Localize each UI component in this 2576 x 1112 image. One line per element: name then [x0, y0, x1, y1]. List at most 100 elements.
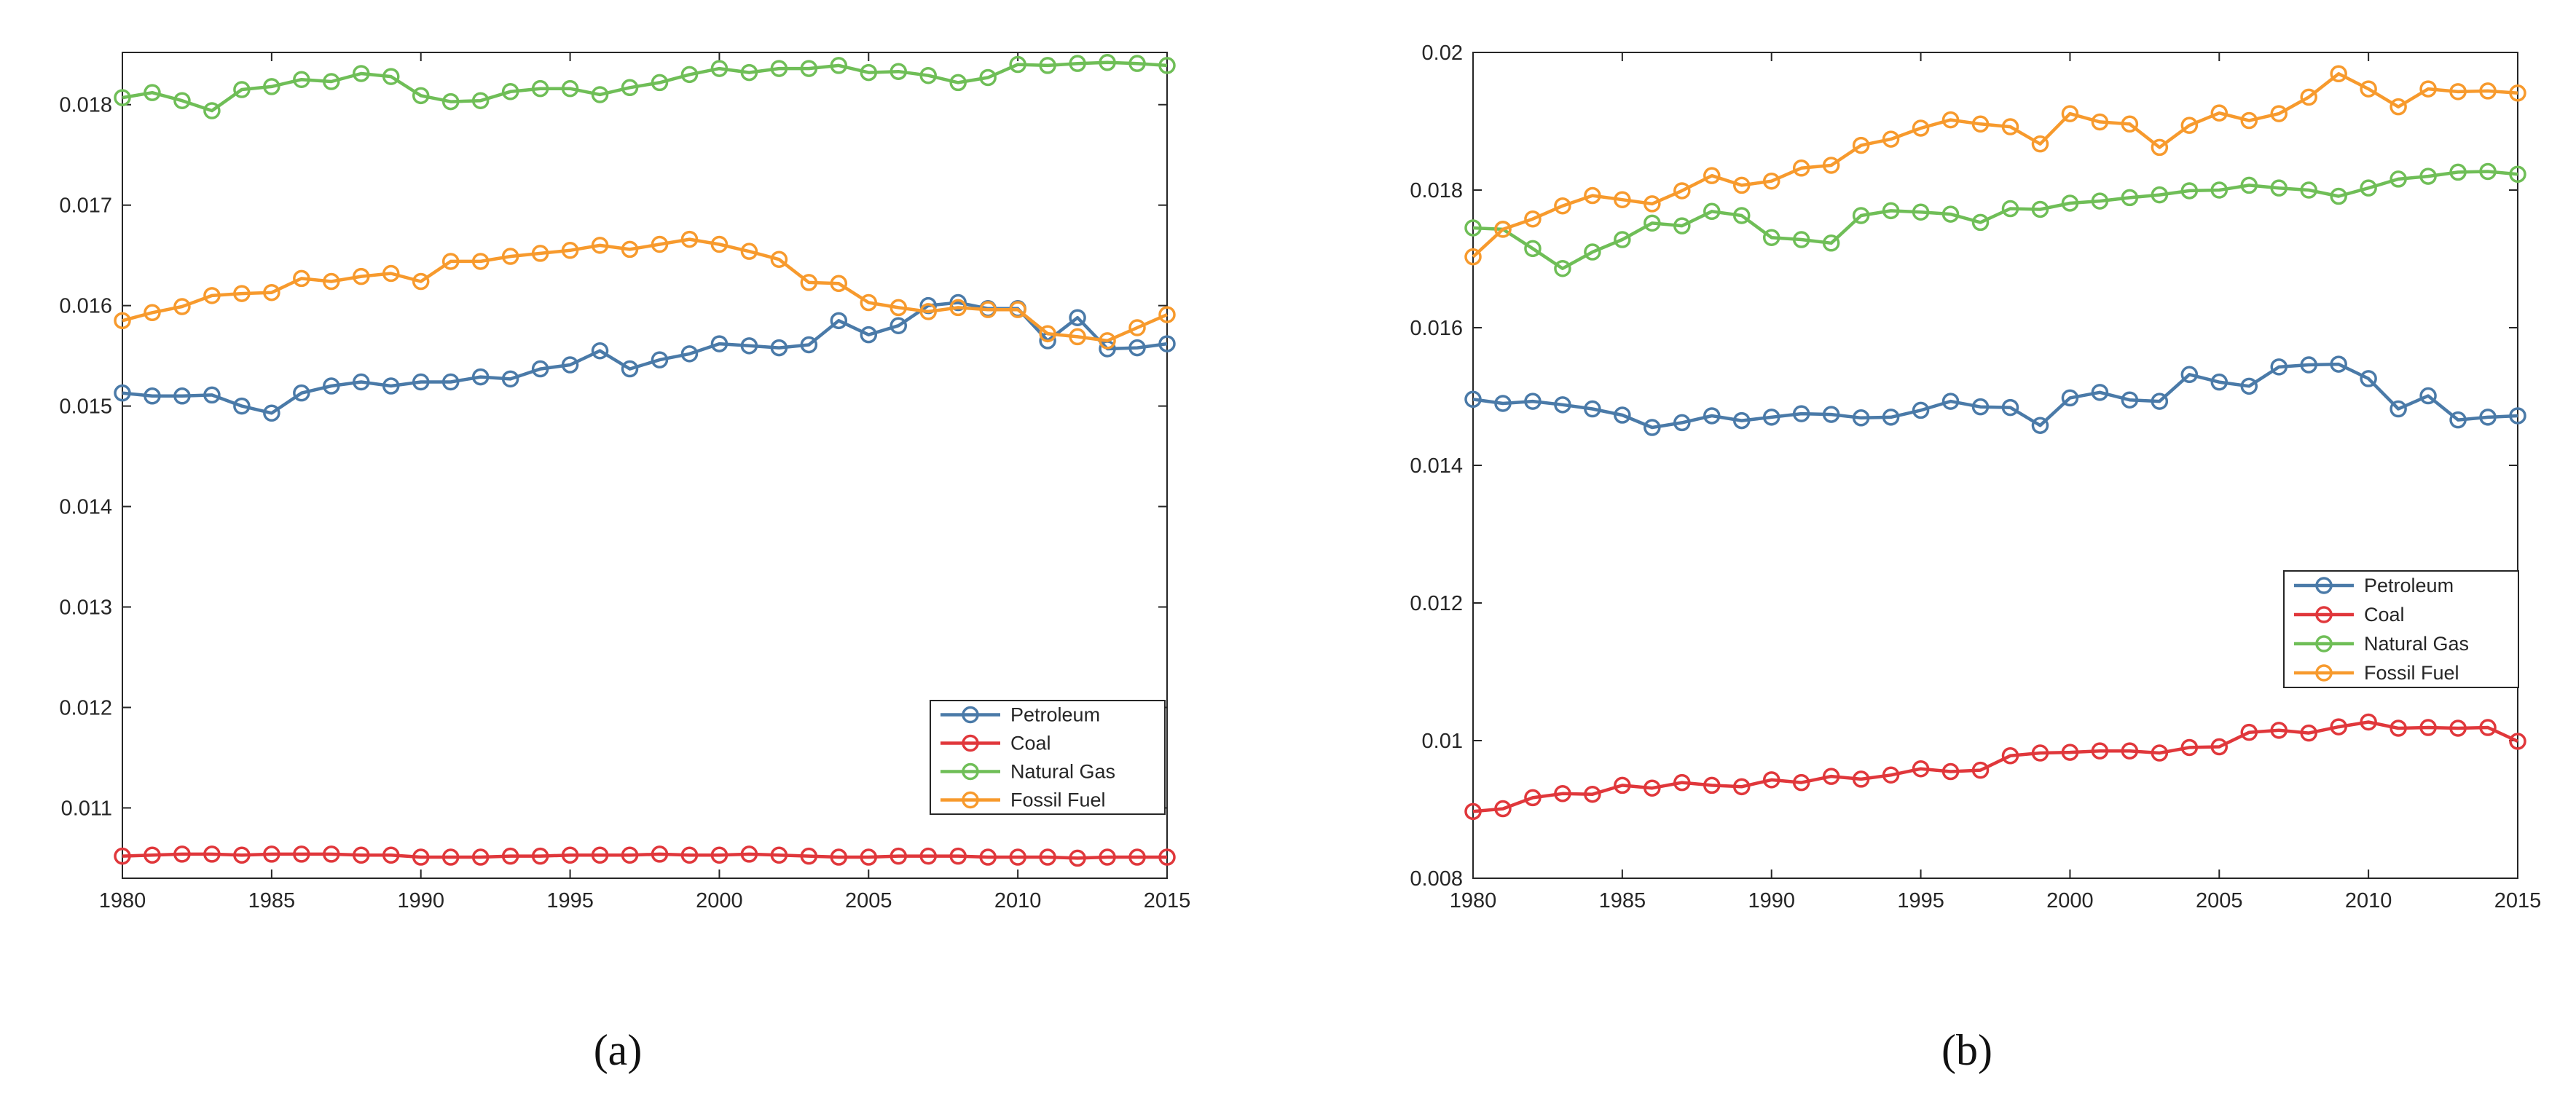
- chart-a-x-tick-label: 1980: [99, 889, 146, 912]
- chart-a-coal-point: [1069, 849, 1086, 867]
- chart-b-coal-point: [2390, 719, 2407, 737]
- chart-b-legend-label: Fossil Fuel: [2364, 662, 2459, 684]
- chart-a-coal-point: [1039, 848, 1056, 866]
- chart-a-natural-gas-point: [949, 74, 967, 92]
- chart-a-natural-gas-point: [144, 84, 161, 101]
- chart-b-natural-gas-point: [1732, 207, 1751, 224]
- chart-b-fossil-fuel-point: [2151, 138, 2169, 157]
- chart-b-x-tick-label: 1985: [1599, 889, 1646, 912]
- chart-b-coal-point: [1614, 776, 1631, 794]
- chart-b-petroleum-point: [1644, 419, 1661, 436]
- chart-a-coal-point: [114, 847, 131, 865]
- chart-b-coal-point: [2180, 738, 2199, 757]
- chart-b-coal-point: [1732, 778, 1751, 796]
- chart-a-coal-point: [531, 847, 549, 865]
- chart-a-x-tick-label: 2015: [1144, 889, 1191, 912]
- chart-a-coal-point: [591, 846, 609, 864]
- chart-b-fossil-fuel-point: [1762, 172, 1780, 190]
- chart-a-fossil-fuel-point: [800, 274, 818, 291]
- chart-b-coal-point: [2300, 724, 2317, 742]
- chart-a-fossil-fuel-point: [412, 272, 430, 291]
- chart-a-y-tick-label: 0.018: [59, 94, 112, 117]
- chart-b-coal-point: [2360, 713, 2377, 731]
- chart-b-coal-point: [1852, 770, 1870, 788]
- chart-b-coal-point: [2270, 722, 2288, 739]
- chart-b-petroleum-point: [2240, 377, 2258, 395]
- chart-b-legend-label: Natural Gas: [2364, 633, 2469, 655]
- chart-b-fossil-fuel-point: [1614, 191, 1631, 208]
- chart-a-panel-label: (a): [594, 1026, 643, 1074]
- chart-b-petroleum-point: [1703, 407, 1721, 425]
- chart-b-petroleum-point: [2210, 373, 2229, 391]
- chart-a-natural-gas-point: [710, 60, 729, 77]
- chart-b-coal-point: [2330, 718, 2347, 736]
- chart-a-natural-gas-point: [203, 102, 221, 119]
- chart-b-fossil-fuel-point: [1584, 186, 1601, 205]
- chart-a-coal-point: [890, 847, 908, 865]
- chart-b-panel-label: (b): [1941, 1026, 1992, 1074]
- chart-a-natural-gas-point: [561, 79, 579, 98]
- chart-a-legend-marker: [962, 762, 979, 781]
- chart-a-fossil-fuel-point: [501, 248, 519, 265]
- chart-b-natural-gas-point: [2210, 181, 2229, 199]
- chart-b-coal-point: [2121, 742, 2139, 760]
- chart-b-fossil-fuel-point: [2240, 111, 2258, 130]
- chart-a-coal-point: [263, 845, 280, 863]
- chart-a-petroleum-point: [1128, 339, 1146, 357]
- chart-a-coal-point: [293, 845, 310, 863]
- chart-a-petroleum-point: [353, 373, 370, 391]
- chart-a-coal-point: [203, 845, 221, 863]
- chart-b-natural-gas-point: [2419, 167, 2437, 185]
- chart-b-fossil-fuel-line: [1472, 72, 2518, 259]
- chart-b-coal-point: [1912, 760, 1930, 778]
- chart-a-natural-gas-point: [621, 79, 639, 97]
- chart-a-fossil-fuel-point: [740, 242, 758, 260]
- chart-b-coal-point: [2509, 733, 2526, 750]
- chart-b-petroleum-point: [2061, 389, 2079, 407]
- chart-b-coal-point: [2419, 719, 2437, 736]
- chart-a-coal-point: [740, 845, 758, 863]
- chart-a-petroleum-point: [441, 373, 460, 391]
- chart-a-natural-gas-point: [919, 66, 937, 84]
- chart-a-fossil-fuel-point: [114, 312, 131, 330]
- chart-b-petroleum-point: [1584, 400, 1601, 418]
- chart-b-natural-gas-point: [2091, 192, 2109, 210]
- chart-a-fossil-fuel-point: [441, 253, 460, 270]
- chart-a-coal-point: [471, 848, 490, 866]
- chart-a-natural-gas-point: [1069, 55, 1086, 72]
- chart-b-petroleum-point: [2300, 356, 2317, 374]
- chart-b-natural-gas-point: [2390, 170, 2407, 188]
- chart-a-fossil-fuel-point: [860, 293, 878, 312]
- chart-a-natural-gas-point: [173, 92, 191, 109]
- chart-b-natural-gas-point: [2479, 162, 2497, 181]
- chart-b-coal-point: [2151, 744, 2169, 762]
- chart-a-coal-point: [441, 848, 460, 866]
- chart-b-natural-gas-point: [1971, 213, 1990, 232]
- chart-a-coal-point: [382, 846, 400, 864]
- chart-a-natural-gas-point: [233, 81, 251, 98]
- chart-b-petroleum-point: [1882, 409, 1900, 426]
- chart-b-natural-gas-point: [1882, 202, 1900, 220]
- chart-b-legend-label: Coal: [2364, 604, 2405, 626]
- chart-b-petroleum-point: [1524, 393, 1542, 410]
- chart-b-natural-gas-point: [1614, 231, 1631, 248]
- chart-a-fossil-fuel-point: [591, 237, 609, 254]
- chart-a-fossil-fuel-point: [949, 299, 967, 317]
- chart-a-petroleum-point: [1069, 309, 1086, 326]
- chart-b-coal-point: [2479, 719, 2497, 736]
- chart-b-natural-gas-point: [2151, 186, 2169, 204]
- chart-b-y-tick-label: 0.018: [1410, 179, 1463, 202]
- chart-a-fossil-fuel-point: [1158, 306, 1176, 323]
- chart-b-natural-gas-point: [1941, 205, 1960, 223]
- chart-a-y-tick-label: 0.016: [59, 295, 112, 318]
- chart-b-natural-gas-point: [1762, 229, 1780, 246]
- chart-b-coal-point: [1762, 771, 1780, 789]
- chart-a-petroleum-point: [293, 384, 310, 402]
- chart-b-natural-gas-point: [2509, 165, 2526, 184]
- chart-a-natural-gas-line: [122, 60, 1168, 113]
- chart-b-fossil-fuel-point: [1732, 176, 1751, 194]
- chart-a-coal-point: [1158, 848, 1176, 866]
- chart-b-petroleum-point: [2270, 358, 2288, 376]
- chart-a-coal-point: [800, 847, 818, 865]
- chart-a-fossil-fuel-point: [293, 269, 310, 288]
